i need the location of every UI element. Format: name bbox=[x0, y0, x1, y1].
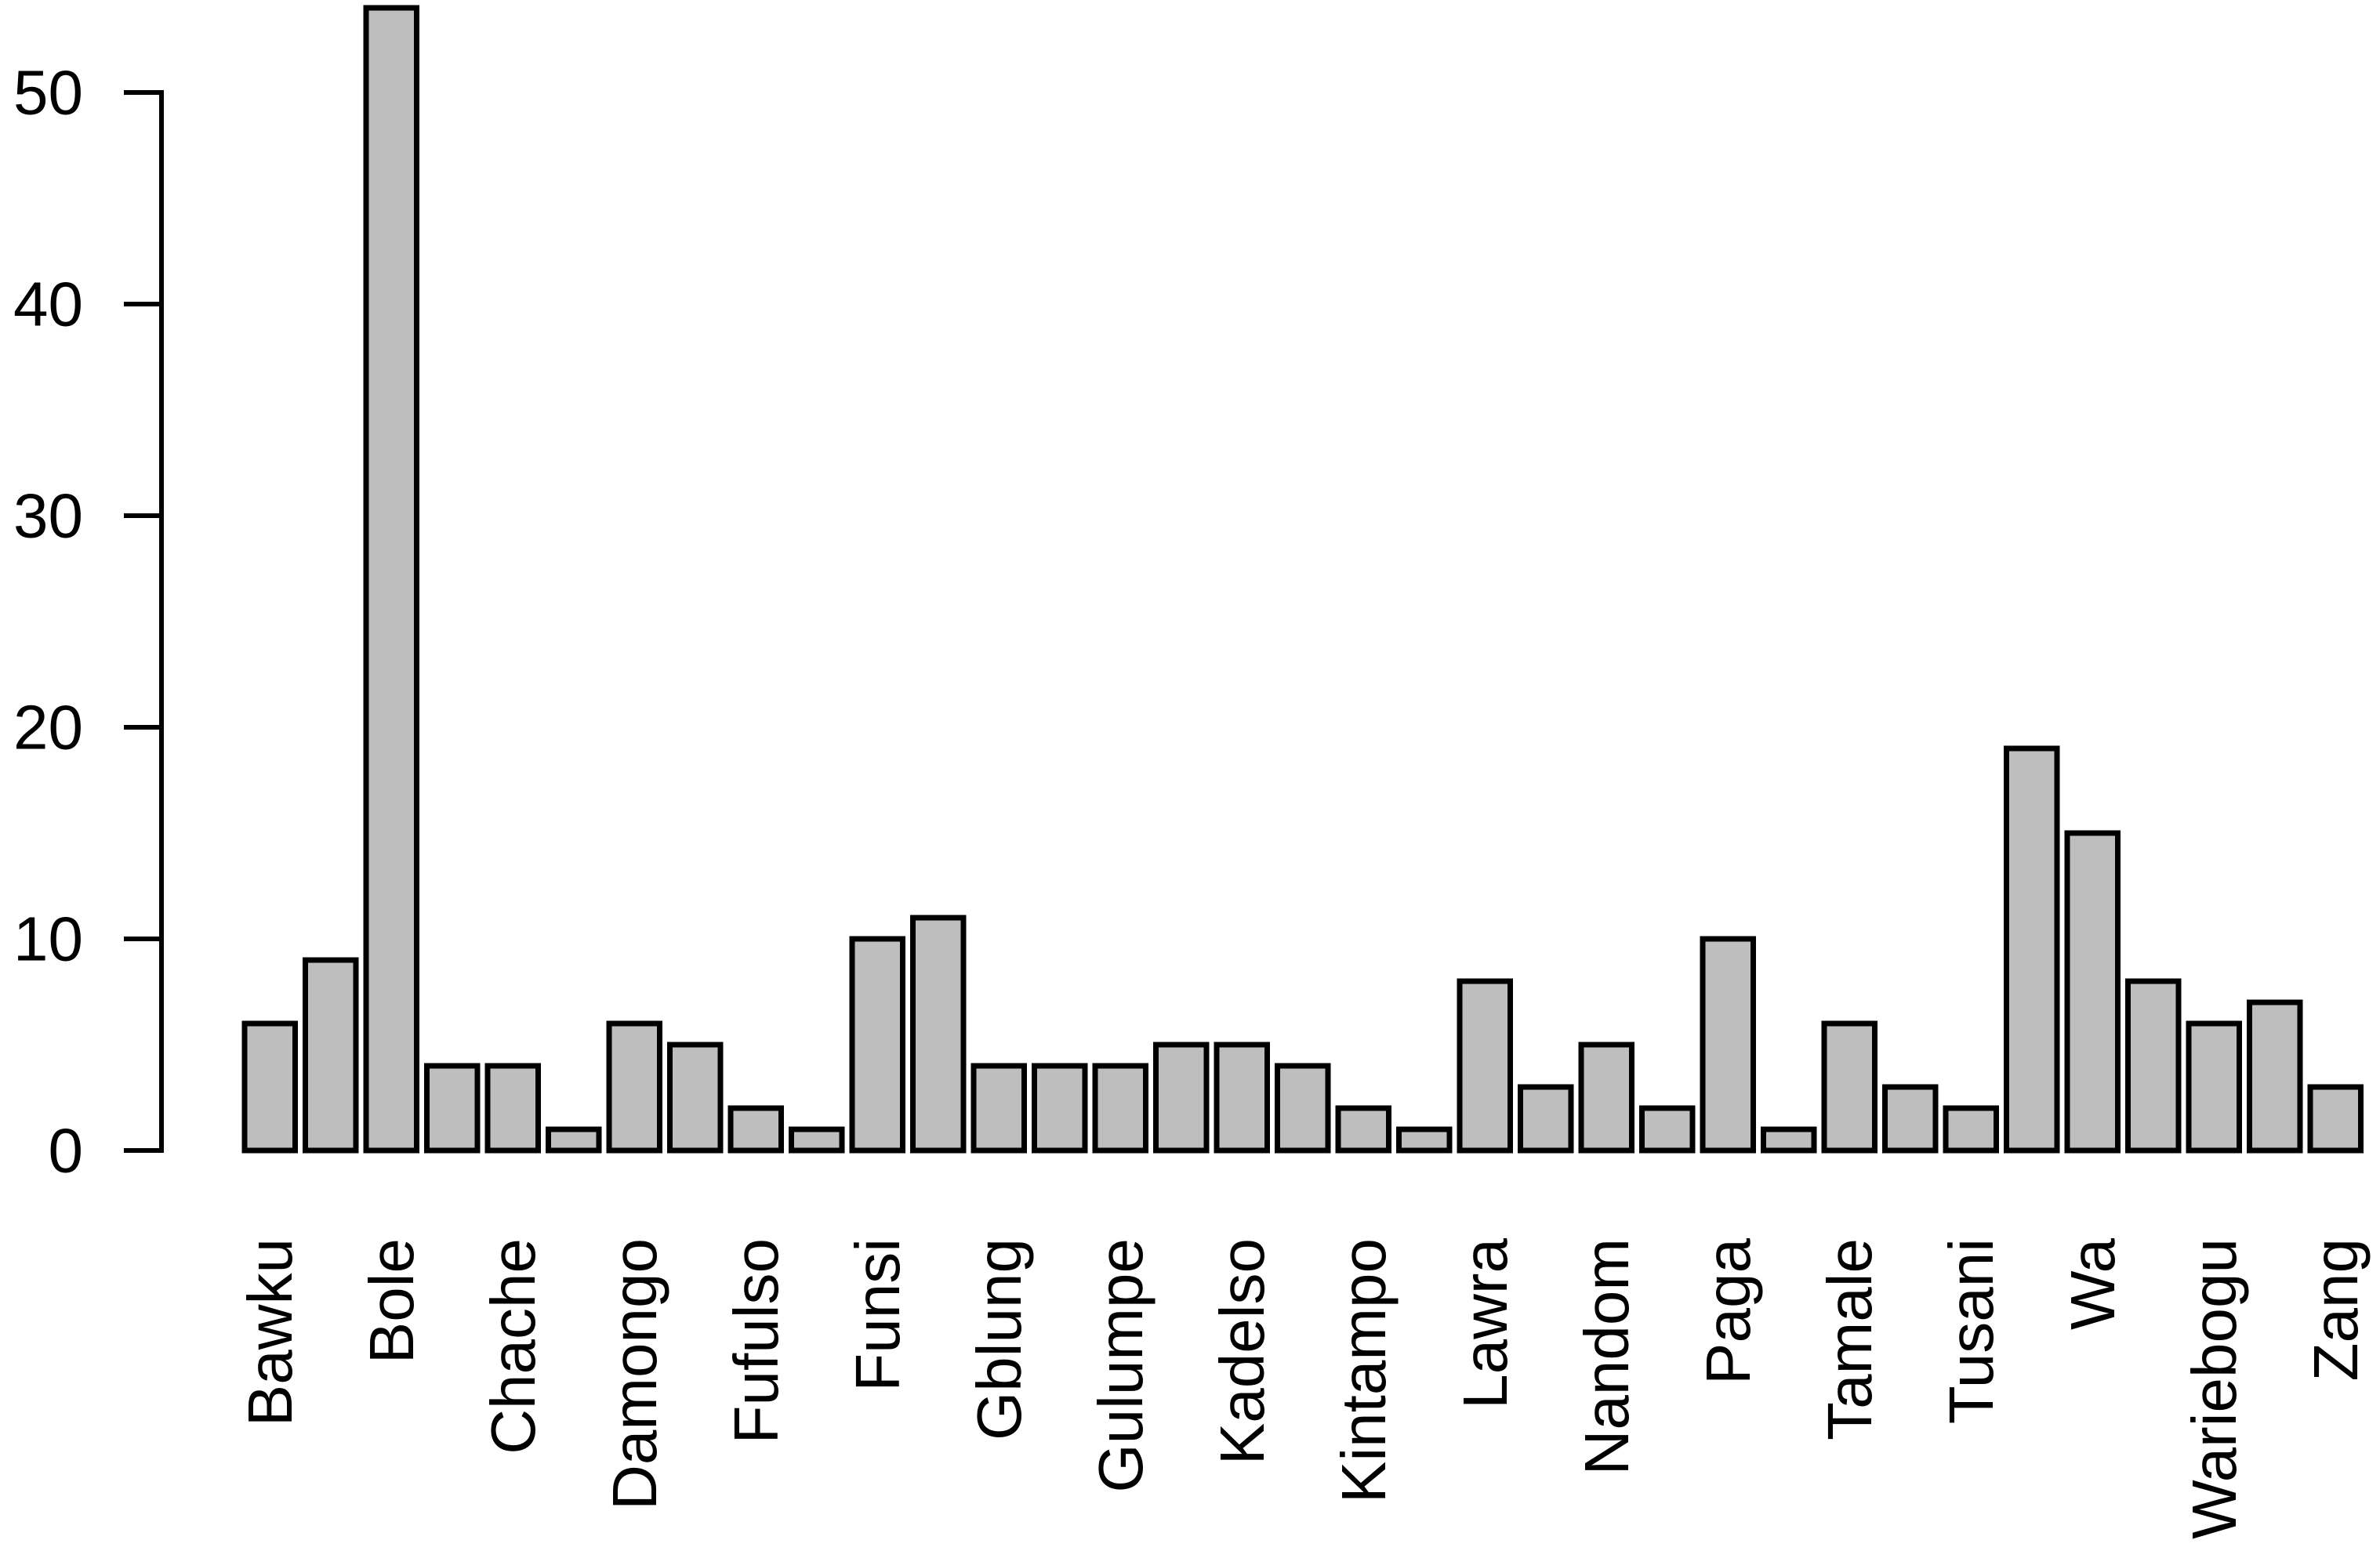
bar-tamale bbox=[1821, 1020, 1878, 1154]
bar-kadelso bbox=[1214, 1042, 1270, 1154]
x-axis-label: Kadelso bbox=[1207, 1238, 1277, 1465]
bar bbox=[1639, 1105, 1696, 1154]
x-axis-label: Lawra bbox=[1450, 1237, 1520, 1408]
bar bbox=[1396, 1126, 1453, 1154]
bar-gblung bbox=[971, 1063, 1027, 1154]
bar bbox=[1275, 1063, 1331, 1154]
bar bbox=[789, 1126, 845, 1154]
x-axis-label: Fufulso bbox=[721, 1238, 791, 1444]
bar bbox=[1518, 1084, 1574, 1154]
bar bbox=[424, 1063, 481, 1154]
bar-wa bbox=[2064, 830, 2121, 1154]
bar bbox=[2004, 745, 2060, 1154]
x-axis-label: Gblung bbox=[964, 1238, 1034, 1440]
bar-kintampo bbox=[1335, 1105, 1391, 1154]
x-axis-label: Paga bbox=[1693, 1238, 1763, 1385]
y-tick-label: 10 bbox=[13, 904, 83, 974]
bar-chache bbox=[484, 1063, 541, 1154]
bar-bole bbox=[363, 5, 419, 1154]
x-axis-label: Kintampo bbox=[1329, 1238, 1399, 1503]
bar bbox=[1882, 1084, 1939, 1154]
bar-nandom bbox=[1578, 1042, 1634, 1154]
y-tick-label: 50 bbox=[13, 58, 83, 128]
bar-wariebogu bbox=[2186, 1020, 2242, 1154]
bar bbox=[2247, 999, 2303, 1154]
bar bbox=[2125, 978, 2182, 1154]
bar-fufulso bbox=[727, 1105, 784, 1154]
bar bbox=[546, 1126, 602, 1154]
x-axis-label: Bole bbox=[357, 1238, 426, 1364]
x-axis-label: Chache bbox=[478, 1238, 548, 1455]
y-tick-label: 30 bbox=[13, 481, 83, 551]
bar-damongo bbox=[606, 1020, 662, 1154]
bar-zang bbox=[2307, 1084, 2364, 1154]
bar bbox=[910, 915, 967, 1154]
bar bbox=[667, 1042, 724, 1154]
bar-lawra bbox=[1457, 978, 1513, 1154]
bar bbox=[303, 957, 359, 1154]
bar bbox=[1761, 1126, 1817, 1154]
x-axis-label: Tamale bbox=[1815, 1238, 1885, 1440]
x-axis-label: Nandom bbox=[1572, 1238, 1642, 1475]
x-axis-label: Gulumpe bbox=[1086, 1238, 1156, 1493]
bar-tusani bbox=[1943, 1105, 1999, 1154]
x-axis-label: Funsi bbox=[843, 1238, 912, 1392]
x-axis-label: Zang bbox=[2301, 1238, 2371, 1381]
x-axis-label: Bawku bbox=[235, 1238, 305, 1426]
x-axis-label: Damongo bbox=[600, 1238, 669, 1510]
bar-gulumpe bbox=[1092, 1063, 1148, 1154]
bar-funsi bbox=[849, 936, 905, 1154]
bar bbox=[1032, 1063, 1088, 1154]
bar bbox=[1153, 1042, 1210, 1154]
y-tick-label: 0 bbox=[49, 1116, 84, 1186]
x-axis-label: Wa bbox=[2058, 1237, 2128, 1330]
y-tick-label: 40 bbox=[13, 270, 83, 339]
y-tick-label: 20 bbox=[13, 693, 83, 763]
bar-paga bbox=[1700, 936, 1756, 1154]
x-axis-label: Wariebogu bbox=[2179, 1238, 2249, 1539]
x-axis-label: Tusani bbox=[1936, 1238, 2006, 1424]
bar-bawku bbox=[241, 1020, 298, 1154]
